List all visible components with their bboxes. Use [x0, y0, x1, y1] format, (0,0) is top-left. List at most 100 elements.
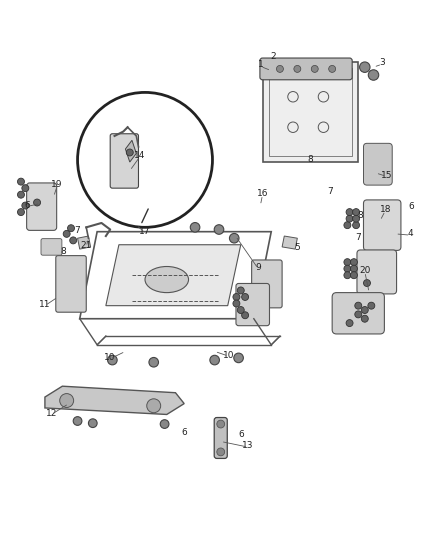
FancyBboxPatch shape — [214, 417, 227, 458]
Text: 19: 19 — [51, 180, 63, 189]
FancyBboxPatch shape — [27, 183, 57, 230]
Text: 10: 10 — [223, 351, 234, 360]
Circle shape — [210, 356, 219, 365]
Circle shape — [350, 259, 357, 265]
Circle shape — [346, 208, 353, 215]
Circle shape — [214, 225, 224, 235]
Text: 17: 17 — [139, 227, 151, 236]
Circle shape — [108, 356, 117, 365]
Circle shape — [237, 287, 244, 294]
Text: 12: 12 — [46, 409, 57, 418]
Polygon shape — [282, 236, 297, 249]
Text: 8: 8 — [307, 156, 313, 164]
Circle shape — [149, 358, 159, 367]
Circle shape — [18, 191, 25, 198]
Circle shape — [355, 302, 362, 309]
Circle shape — [344, 265, 351, 272]
Circle shape — [344, 259, 351, 265]
Circle shape — [34, 199, 41, 206]
Circle shape — [350, 272, 357, 279]
FancyBboxPatch shape — [110, 134, 138, 188]
Circle shape — [328, 66, 336, 72]
Circle shape — [230, 233, 239, 243]
Circle shape — [147, 399, 161, 413]
Circle shape — [233, 300, 240, 307]
Circle shape — [350, 265, 357, 272]
Polygon shape — [45, 386, 184, 415]
Text: 14: 14 — [134, 151, 145, 160]
Polygon shape — [262, 62, 358, 162]
Circle shape — [73, 417, 82, 425]
Text: 10: 10 — [104, 353, 116, 362]
Circle shape — [217, 448, 225, 456]
Text: 1: 1 — [258, 60, 263, 69]
Polygon shape — [106, 245, 241, 305]
Circle shape — [22, 202, 29, 209]
Circle shape — [217, 420, 225, 428]
Text: 11: 11 — [39, 300, 51, 309]
Circle shape — [361, 306, 368, 313]
FancyBboxPatch shape — [41, 239, 62, 255]
Text: 8: 8 — [61, 247, 67, 256]
Text: 9: 9 — [255, 263, 261, 272]
Circle shape — [364, 279, 371, 287]
FancyBboxPatch shape — [332, 293, 385, 334]
Circle shape — [190, 223, 200, 232]
Circle shape — [242, 294, 249, 301]
Text: 15: 15 — [381, 171, 392, 180]
FancyBboxPatch shape — [364, 143, 392, 185]
Circle shape — [368, 302, 375, 309]
Circle shape — [353, 208, 360, 215]
Circle shape — [353, 215, 360, 222]
Circle shape — [22, 184, 29, 192]
Circle shape — [126, 149, 133, 156]
Text: 7: 7 — [74, 227, 80, 235]
Circle shape — [361, 315, 368, 322]
Circle shape — [70, 237, 77, 244]
Circle shape — [294, 66, 301, 72]
Circle shape — [67, 225, 74, 232]
Polygon shape — [78, 236, 91, 249]
Text: 20: 20 — [359, 266, 371, 276]
Circle shape — [355, 311, 362, 318]
Text: 7: 7 — [355, 233, 361, 242]
Ellipse shape — [145, 266, 188, 293]
Text: 2: 2 — [271, 52, 276, 61]
Text: 6: 6 — [181, 428, 187, 437]
Text: 21: 21 — [81, 241, 92, 250]
Circle shape — [242, 312, 249, 319]
Text: 5: 5 — [294, 243, 300, 252]
FancyBboxPatch shape — [56, 256, 86, 312]
Circle shape — [276, 66, 283, 72]
Circle shape — [88, 419, 97, 427]
Circle shape — [18, 178, 25, 185]
Circle shape — [63, 230, 70, 237]
Text: 6: 6 — [25, 201, 30, 210]
Text: 7: 7 — [327, 187, 333, 196]
Circle shape — [368, 70, 379, 80]
Circle shape — [18, 208, 25, 215]
Text: 8: 8 — [357, 211, 364, 220]
Text: 3: 3 — [379, 58, 385, 67]
Text: 6: 6 — [409, 202, 414, 211]
Text: 6: 6 — [239, 431, 244, 439]
Circle shape — [346, 320, 353, 327]
Circle shape — [353, 222, 360, 229]
Circle shape — [311, 66, 318, 72]
Circle shape — [344, 272, 351, 279]
FancyBboxPatch shape — [260, 58, 352, 80]
Polygon shape — [125, 140, 136, 162]
FancyBboxPatch shape — [236, 284, 269, 326]
Circle shape — [344, 222, 351, 229]
Text: 18: 18 — [379, 205, 391, 214]
Circle shape — [233, 294, 240, 301]
Circle shape — [60, 393, 74, 408]
Text: 13: 13 — [242, 441, 254, 450]
Text: 4: 4 — [408, 229, 413, 238]
FancyBboxPatch shape — [364, 200, 401, 251]
FancyBboxPatch shape — [252, 260, 282, 308]
Circle shape — [346, 215, 353, 222]
Circle shape — [360, 62, 370, 72]
Text: 16: 16 — [257, 189, 268, 198]
Circle shape — [160, 419, 169, 429]
